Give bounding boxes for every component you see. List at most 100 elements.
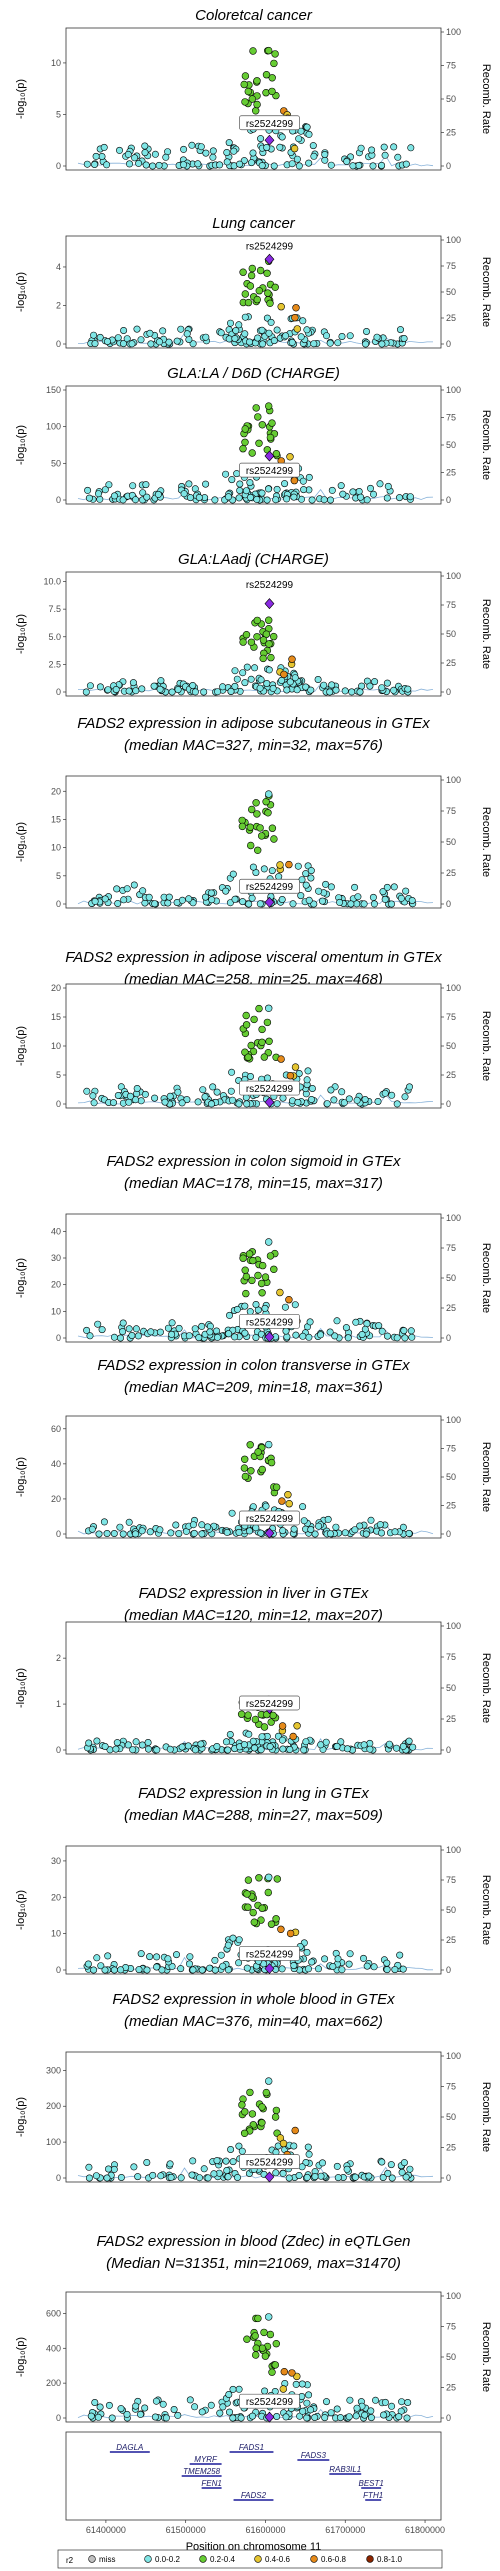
data-point [395,2413,403,2421]
data-point [268,419,276,427]
data-point [164,1324,172,1332]
y-tick-label: 20 [51,1280,61,1290]
data-point [137,1950,145,1958]
y-tick-label: 2.5 [48,659,61,669]
data-point [229,1096,237,1104]
gene-label: FTH1 [363,2491,383,2500]
data-point [132,687,140,695]
data-point [390,686,398,694]
data-point [225,2391,233,2399]
data-point [322,880,330,888]
y-tick-label: 200 [46,2101,61,2111]
data-point [265,1873,273,1882]
data-point [125,687,133,695]
data-point [265,402,273,410]
data-point [253,495,261,503]
data-point [321,1955,329,1963]
data-point [400,334,408,342]
data-point [211,1956,219,1964]
data-point [238,2147,246,2155]
data-point [262,70,271,79]
data-point [302,1738,310,1746]
data-point [134,1332,142,1340]
legend-title: r2 [66,2556,74,2565]
y2-tick-label: 75 [446,1875,456,1885]
panel: FADS2 expression in colon sigmoid in GTE… [15,1153,492,1343]
data-point [268,824,277,832]
data-point [119,1319,127,1327]
data-point [361,2411,369,2419]
data-point [383,494,391,502]
y-axis-label: -log₁₀(p) [15,2337,27,2377]
data-point [241,679,249,687]
data-point [235,2385,243,2393]
data-point [328,486,336,494]
panel-title: FADS2 expression in colon sigmoid in GTE… [106,1153,401,1170]
data-point [211,1966,219,1974]
data-point [403,2414,411,2422]
data-point [224,1746,232,1754]
data-point [178,896,186,904]
panels: Coloretcal cancer05100255075100-log₁₀(p)… [15,7,492,2423]
lead-snp-marker [264,2171,275,2183]
y2-tick-label: 0 [446,161,451,171]
panel-title: (Median N=31351, min=21069, max=31470) [106,2255,401,2272]
y2-axis-label: Recomb. Rate [480,2082,492,2152]
y-tick-label: 10 [51,58,61,68]
data-point [117,2174,125,2182]
data-point [305,2150,313,2158]
data-point [108,2414,116,2422]
y-axis-label: -log₁₀(p) [15,822,27,862]
data-point [327,1086,335,1094]
data-point [142,481,150,489]
data-point [302,870,310,878]
data-point [83,1087,91,1095]
data-point [112,685,120,693]
data-point [278,895,286,903]
data-point [299,1332,307,1340]
data-point [370,1963,378,1971]
data-point [125,1098,133,1106]
data-point [143,1966,151,1974]
data-point [376,480,384,488]
data-point [255,439,263,447]
data-point [281,480,289,488]
data-point [147,340,155,348]
data-point [276,143,284,151]
y-tick-label: 5.0 [48,632,61,642]
data-point [199,1086,207,1094]
data-point [101,895,109,903]
data-point [174,2411,182,2419]
panel: Lung cancer 0 2 4 0 25 50 75 100 -log₁₀(p) Recomb.… [15,215,492,349]
lead-snp-label: rs2524299 [246,119,294,130]
data-point [251,1744,259,1752]
data-point [153,1963,161,1971]
data-point [280,670,288,679]
data-point [85,494,93,502]
data-point [267,1458,276,1467]
data-point [165,893,173,901]
data-point [239,1254,247,1262]
data-point [265,1004,273,1012]
data-point [249,1908,257,1917]
data-point [260,2328,268,2337]
legend: r2 miss 0.0-0.2 0.2-0.4 0.4-0.6 0.6-0.8 0.8-1.… [57,2549,443,2569]
data-point [275,873,283,881]
data-point [270,59,278,68]
y2-tick-label: 100 [446,27,461,37]
data-point [235,1959,243,1967]
data-point [321,2414,329,2422]
data-point [278,133,286,141]
data-point [208,1100,216,1108]
y-tick-label: 15 [51,1012,61,1022]
y-tick-label: 60 [51,1424,61,1434]
panel-title: FADS2 expression in adipose visceral ome… [65,949,442,966]
data-point [156,1328,164,1336]
y2-axis-label: Recomb. Rate [480,807,492,877]
data-point [90,331,98,339]
data-point [341,1529,349,1537]
data-point [194,1098,202,1106]
data-point [271,50,279,58]
data-point [384,482,392,490]
data-point [343,1745,351,1753]
